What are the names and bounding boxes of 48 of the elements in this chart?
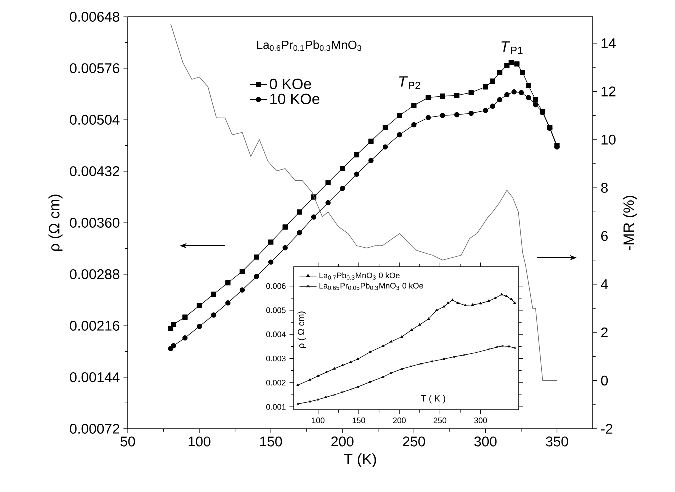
- x-tick-label: 300: [474, 436, 497, 447]
- y-tick-label: 0.00288: [70, 270, 120, 280]
- x-tick-label: 250: [403, 436, 426, 447]
- y2-tick-label: 14: [602, 38, 616, 48]
- annotation: T$_{P1}$: [502, 42, 523, 54]
- y-tick-label: 0.002: [266, 380, 286, 386]
- x-tick-label: 250: [434, 418, 447, 424]
- y-tick-label: 0.00216: [70, 321, 120, 331]
- x-tick-label: 300: [474, 418, 488, 424]
- y2-tick-label: 4: [601, 280, 608, 290]
- x-axis-title: T ( K ): [421, 395, 446, 404]
- y2-tick-label: 2: [602, 328, 608, 338]
- legend-label: 0 KOe: [270, 78, 312, 90]
- y-tick-label: 0.00648: [70, 12, 120, 22]
- x-tick-label: 50: [120, 436, 136, 447]
- x-tick-label: 100: [312, 418, 325, 424]
- x-tick-label: 150: [260, 436, 282, 447]
- y-tick-label: 0.00144: [70, 372, 120, 382]
- y2-tick-label: 10: [602, 134, 616, 145]
- y-axis-title: ρ (Ω cm): [48, 194, 63, 252]
- legend-label: La$_{0.7}$Pb$_{0.3}$MnO$_{3}$ 0 kOe: [320, 272, 400, 280]
- y-tick-label: 0.001: [266, 404, 286, 410]
- y2-tick-label: 8: [601, 183, 608, 194]
- y-tick-label: 0.00504: [70, 115, 120, 125]
- x-tick-label: 350: [546, 436, 568, 447]
- y-tick-label: 0.00576: [70, 64, 120, 74]
- y-tick-label: 0.00072: [70, 424, 120, 434]
- y-tick-label: 0.006: [266, 283, 286, 290]
- legend-label: 10 KOe: [270, 94, 320, 104]
- annotation: T$_{P2}$: [399, 76, 420, 90]
- y2-tick-label: -2: [601, 424, 613, 434]
- y2-tick-label: 0: [601, 376, 608, 386]
- x-tick-label: 200: [332, 436, 354, 447]
- y2-tick-label: 12: [602, 86, 616, 97]
- annotation: La$_{0.6}$Pr$_{0.1}$Pb$_{0.3}$MnO$_{3}$: [257, 40, 362, 52]
- y2-axis-title: -MR (%): [623, 196, 638, 250]
- x-tick-label: 200: [393, 418, 406, 424]
- x-axis-title: T (K): [344, 454, 376, 468]
- x-tick-label: 150: [352, 418, 366, 424]
- y-axis-title: ρ ( Ω cm): [298, 312, 306, 348]
- y-tick-label: 0.004: [266, 332, 286, 338]
- y-tick-label: 0.00360: [70, 218, 120, 228]
- y-tick-label: 0.00432: [70, 166, 120, 176]
- y2-tick-label: 6: [602, 231, 608, 242]
- text: La$_{0.65}$Pr$_{0.05}$Pb$_{0.3}$MnO$_{3}$ 0 kOe: [320, 282, 424, 290]
- y-tick-label: 0.003: [266, 356, 286, 362]
- x-tick-label: 100: [188, 436, 211, 447]
- y-tick-label: 0.005: [266, 308, 286, 314]
